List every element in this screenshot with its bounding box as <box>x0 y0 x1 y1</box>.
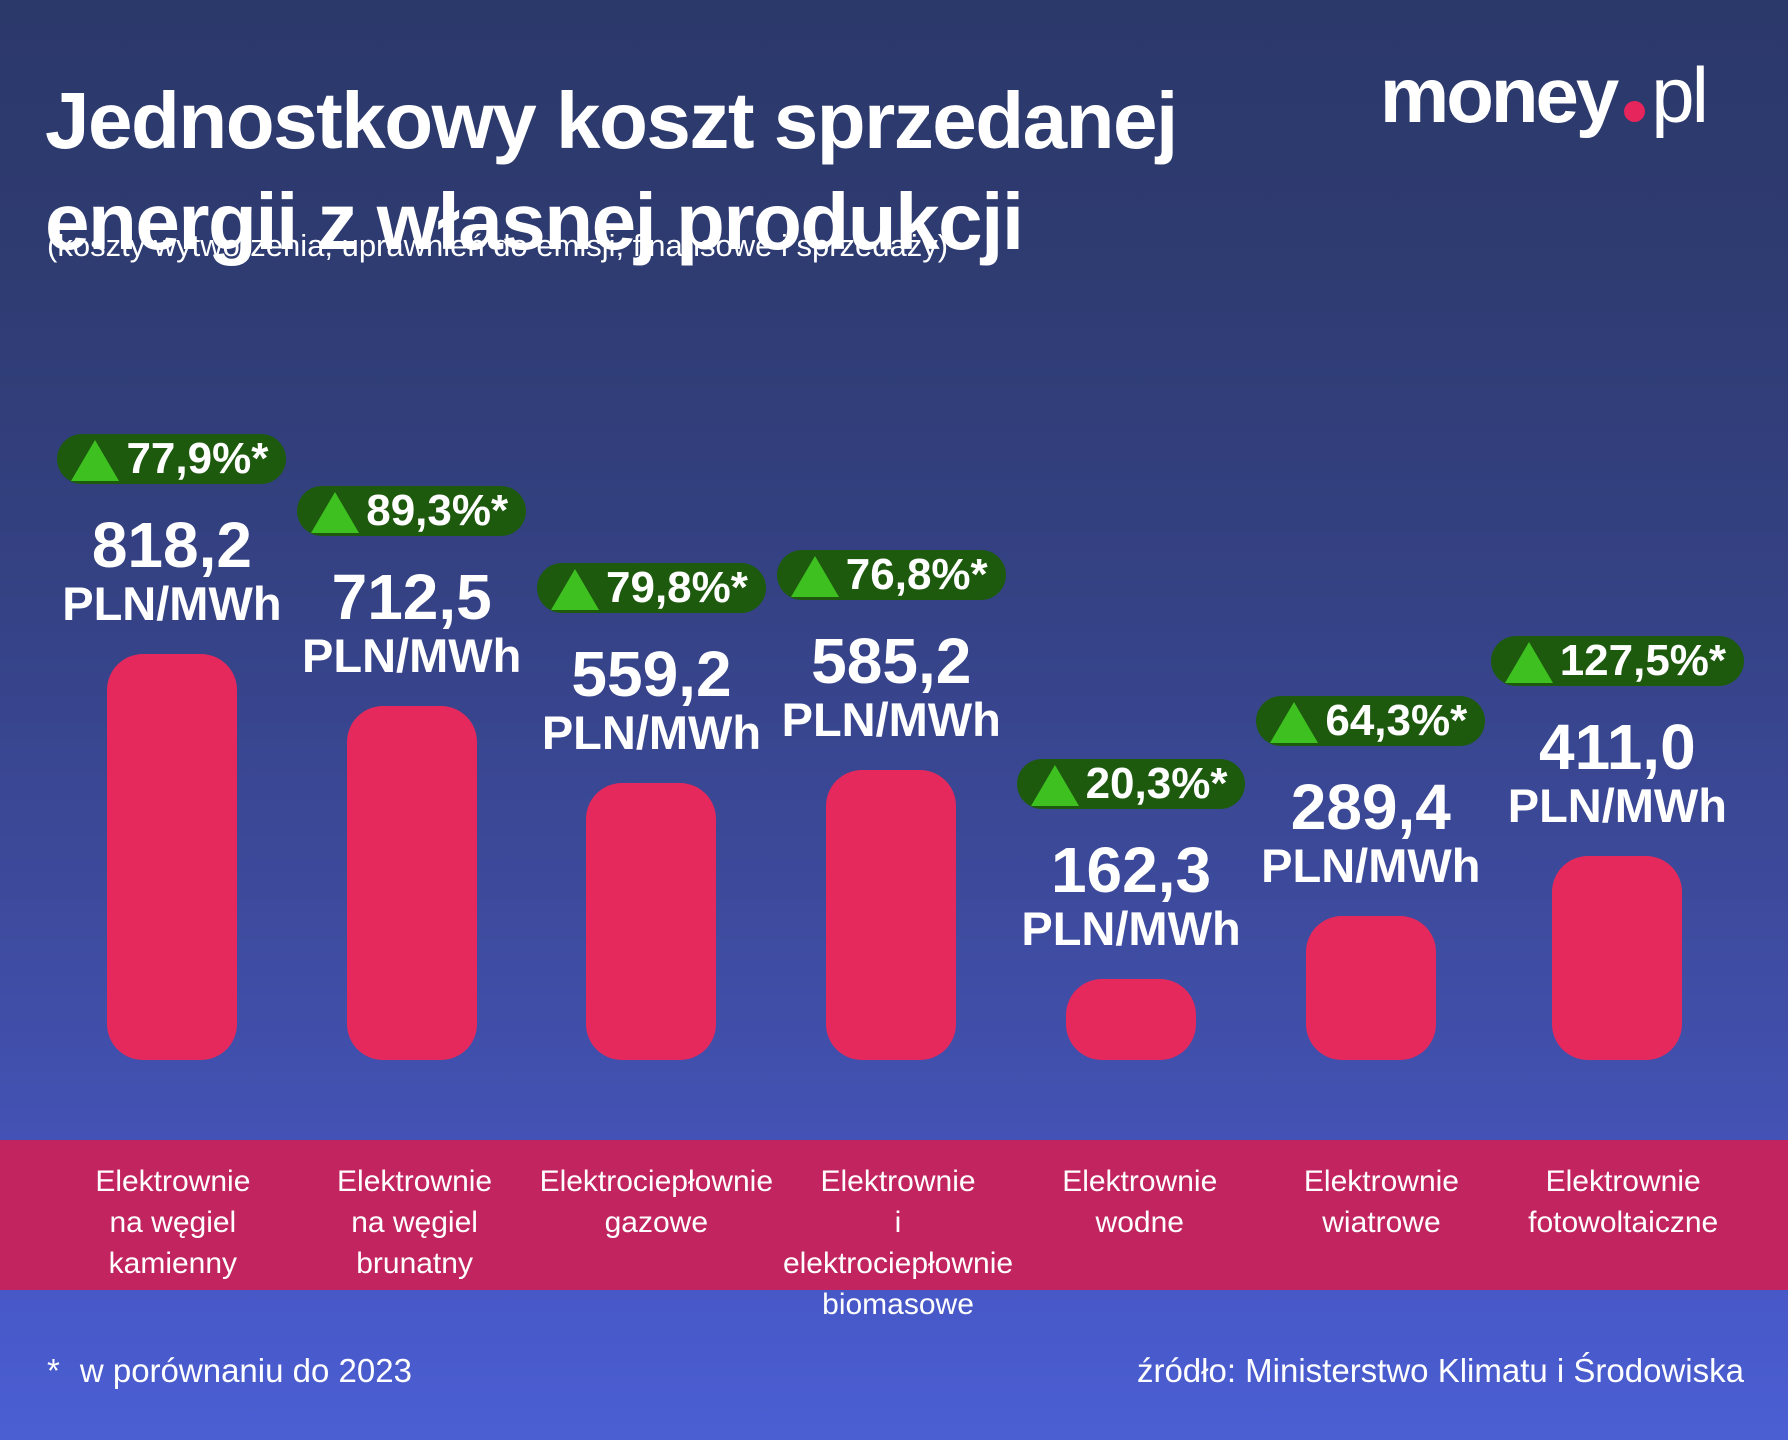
money-pl-logo: money pl <box>1379 50 1709 141</box>
change-value: 127,5%* <box>1559 636 1727 685</box>
category-label: Elektrociepłownie gazowe <box>539 1165 774 1239</box>
category-label: Elektrownie wodne <box>1062 1165 1218 1239</box>
bar <box>346 706 477 1060</box>
page-title: Jednostkowy koszt sprzedanej energii z w… <box>45 70 1178 272</box>
bar-column: 64,3%* 289,4 PLN/MWh <box>1251 696 1491 1060</box>
category-label: Elektrownie na węgiel brunatny <box>337 1165 493 1280</box>
bar-unit: PLN/MWh <box>62 577 282 630</box>
bar-value: 818,2 <box>91 509 252 581</box>
bar-value: 712,5 <box>331 561 492 633</box>
logo-text-pl: pl <box>1651 51 1709 139</box>
bar-value: 559,2 <box>571 638 732 710</box>
bar <box>1305 916 1436 1060</box>
bar <box>1552 856 1683 1060</box>
chart-area: 77,9%* 818,2 PLN/MWh 89,3%* 712,5 PLN/MWh 79,8… <box>52 434 1745 1060</box>
bar <box>1066 979 1197 1060</box>
bar <box>586 783 717 1060</box>
up-arrow-icon <box>71 439 120 481</box>
page-title-line2: energii z własnej produkcji <box>45 176 1024 266</box>
up-arrow-icon <box>1270 701 1319 743</box>
logo-dot-icon <box>1624 101 1646 122</box>
footnote: * w porównaniu do 2023 <box>47 1352 412 1390</box>
bar-unit: PLN/MWh <box>302 629 522 682</box>
bar-unit: PLN/MWh <box>1261 839 1481 892</box>
change-value: 76,8%* <box>845 550 988 599</box>
change-badge: 20,3%* <box>1016 759 1246 809</box>
source-text: źródło: Ministerstwo Klimatu i Środowisk… <box>1136 1352 1744 1389</box>
up-arrow-icon <box>551 568 599 610</box>
change-badge: 79,8%* <box>537 563 766 613</box>
change-value: 64,3%* <box>1325 696 1468 745</box>
bar-value: 585,2 <box>811 625 972 697</box>
bar-unit: PLN/MWh <box>1021 902 1241 955</box>
up-arrow-icon <box>1030 764 1079 806</box>
change-value: 20,3%* <box>1085 759 1228 808</box>
change-badge: 76,8%* <box>776 550 1006 600</box>
bar-value: 162,3 <box>1050 834 1212 906</box>
logo-text-money: money <box>1379 51 1619 139</box>
footnote-text: w porównaniu do 2023 <box>79 1352 412 1389</box>
bar-column: 20,3%* 162,3 PLN/MWh <box>1011 759 1251 1060</box>
up-arrow-icon <box>790 555 839 597</box>
change-badge: 127,5%* <box>1490 636 1745 686</box>
change-value: 79,8%* <box>606 563 748 612</box>
category-label: Elektrownie na węgiel kamienny <box>95 1165 251 1280</box>
category-strip: Elektrownie na węgiel kamienny Elektrowni… <box>0 1140 1788 1321</box>
change-value: 77,9%* <box>126 434 269 483</box>
category-label: Elektrownie wiatrowe <box>1303 1165 1459 1239</box>
change-badge: 77,9%* <box>57 434 287 484</box>
category-label: Elektrownie i elektrociepłownie biomasow… <box>782 1165 1014 1321</box>
bar-column: 127,5%* 411,0 PLN/MWh <box>1490 636 1745 1060</box>
page-title-line1: Jednostkowy koszt sprzedanej <box>45 75 1178 165</box>
bar-column: 79,8%* 559,2 PLN/MWh <box>532 563 772 1060</box>
up-arrow-icon <box>1504 641 1553 683</box>
bar <box>106 654 237 1060</box>
bar-unit: PLN/MWh <box>1507 779 1727 832</box>
bar-unit: PLN/MWh <box>541 706 762 759</box>
page-subtitle: (koszty wytworzenia, uprawnień do emisji… <box>47 228 949 263</box>
change-value: 89,3%* <box>366 486 509 535</box>
bar-column: 77,9%* 818,2 PLN/MWh <box>52 434 292 1060</box>
up-arrow-icon <box>311 491 360 533</box>
bar-unit: PLN/MWh <box>781 693 1001 746</box>
change-badge: 89,3%* <box>297 486 527 536</box>
bar <box>826 770 957 1060</box>
change-badge: 64,3%* <box>1256 696 1486 746</box>
bar-column: 89,3%* 712,5 PLN/MWh <box>292 486 532 1060</box>
bar-value: 289,4 <box>1290 771 1451 843</box>
footnote-asterisk: * <box>47 1352 60 1389</box>
category-label: Elektrownie fotowoltaiczne <box>1528 1165 1719 1239</box>
bar-value: 411,0 <box>1539 711 1696 783</box>
bar-column: 76,8%* 585,2 PLN/MWh <box>771 550 1011 1060</box>
